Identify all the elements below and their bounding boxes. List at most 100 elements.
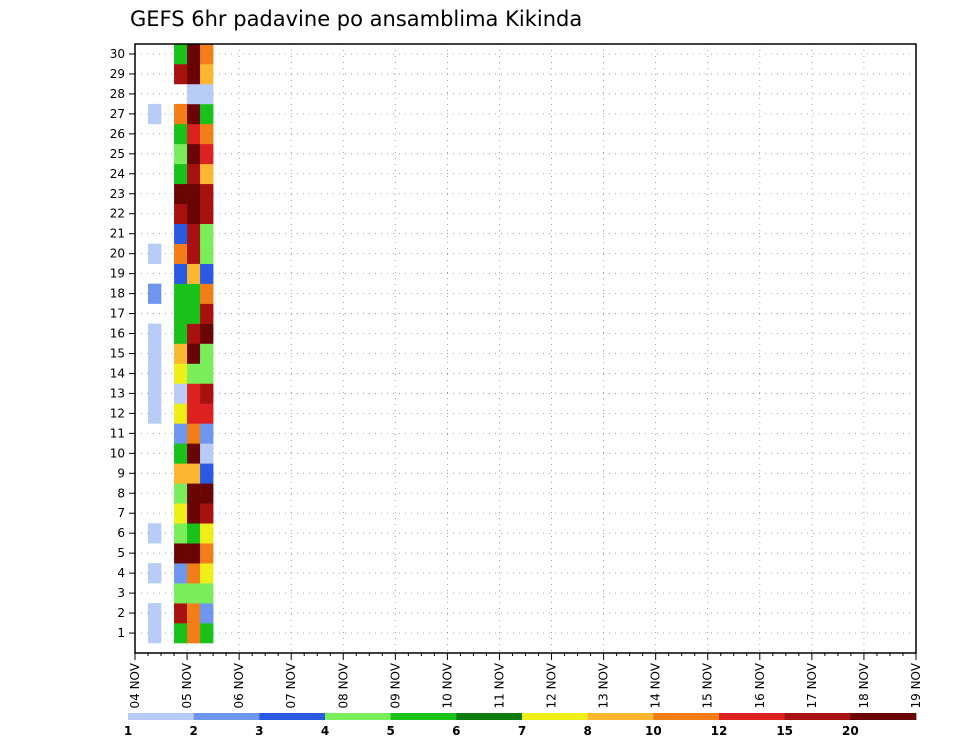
x-tick-label: 17 NOV xyxy=(805,662,819,708)
heatmap-cell xyxy=(187,423,201,444)
heatmap-cell xyxy=(187,323,201,344)
heatmap-cell xyxy=(174,363,188,384)
heatmap-cell xyxy=(187,443,201,464)
heatmap-cell xyxy=(200,303,214,324)
heatmap-cell xyxy=(148,623,162,644)
y-tick-label: 3 xyxy=(117,586,125,600)
y-tick-label: 17 xyxy=(110,307,125,321)
heatmap-cell xyxy=(200,563,214,584)
heatmap-cell xyxy=(187,263,201,284)
heatmap-cell xyxy=(187,383,201,404)
heatmap-cell xyxy=(187,583,201,604)
heatmap-cell xyxy=(187,123,201,145)
x-tick-label: 05 NOV xyxy=(180,662,194,708)
heatmap-cell xyxy=(187,623,201,644)
heatmap-cell xyxy=(174,44,188,65)
heatmap-cell xyxy=(187,363,201,384)
heatmap-cell xyxy=(148,343,162,364)
y-tick-label: 27 xyxy=(110,107,125,121)
y-tick-label: 26 xyxy=(110,127,125,141)
heatmap-cell xyxy=(187,403,201,424)
y-tick-label: 24 xyxy=(110,167,125,181)
heatmap-cell xyxy=(187,523,201,544)
heatmap-cell xyxy=(200,543,214,564)
heatmap-cell xyxy=(148,523,162,544)
heatmap-cell xyxy=(200,283,214,304)
x-tick-label: 13 NOV xyxy=(597,662,611,708)
heatmap-cell xyxy=(200,363,214,384)
heatmap-cell xyxy=(200,603,214,624)
heatmap-cell xyxy=(174,403,188,424)
heatmap-cell xyxy=(200,123,214,145)
x-tick-label: 07 NOV xyxy=(284,662,298,708)
heatmap-cell xyxy=(174,563,188,584)
heatmap-cell xyxy=(200,83,214,105)
heatmap-cell xyxy=(174,343,188,364)
heatmap-cell xyxy=(187,44,201,65)
heatmap-cell xyxy=(200,243,214,264)
chart-title: GEFS 6hr padavine po ansamblima Kikinda xyxy=(130,7,582,31)
colorbar-tick-label: 10 xyxy=(645,724,662,738)
heatmap-cell xyxy=(174,423,188,444)
y-tick-label: 5 xyxy=(117,546,125,560)
heatmap-cell xyxy=(174,243,188,264)
colorbar-tick-label: 2 xyxy=(189,724,197,738)
x-tick-label: 04 NOV xyxy=(128,662,142,708)
heatmap-cell xyxy=(200,443,214,464)
heatmap-cell xyxy=(200,163,214,185)
heatmap-cell xyxy=(174,523,188,544)
heatmap-cell xyxy=(200,44,214,65)
heatmap-cell xyxy=(174,283,188,304)
heatmap-cell xyxy=(200,63,214,85)
heatmap-cell xyxy=(187,63,201,85)
x-tick-label: 19 NOV xyxy=(909,662,923,708)
heatmap-cell xyxy=(187,503,201,524)
y-tick-label: 20 xyxy=(110,247,125,261)
heatmap-cell xyxy=(174,63,188,85)
heatmap-cell xyxy=(200,503,214,524)
heatmap-cell xyxy=(187,463,201,484)
y-tick-label: 29 xyxy=(110,67,125,81)
colorbar-swatch xyxy=(850,713,917,720)
heatmap-cell xyxy=(200,143,214,165)
heatmap-cell xyxy=(187,603,201,624)
heatmap-cell xyxy=(200,343,214,364)
y-tick-label: 2 xyxy=(117,606,125,620)
colorbar-swatch xyxy=(390,713,457,720)
heatmap-cell xyxy=(187,543,201,564)
x-tick-label: 11 NOV xyxy=(492,662,506,708)
x-tick-label: 12 NOV xyxy=(545,662,559,708)
heatmap-cell xyxy=(200,383,214,404)
colorbar-swatch xyxy=(653,713,720,720)
colorbar-tick-label: 6 xyxy=(452,724,460,738)
heatmap-cell xyxy=(148,283,162,304)
heatmap-cell xyxy=(200,403,214,424)
colorbar-tick-label: 5 xyxy=(386,724,394,738)
heatmap-cell xyxy=(174,203,188,225)
x-axis-ticks: 04 NOV 05 NOV 06 NOV 07 NOV 08 NOV 09 NOV 10 N… xyxy=(128,653,923,709)
colorbar-tick-label: 3 xyxy=(255,724,263,738)
heatmap-cells xyxy=(148,44,214,644)
heatmap-cell xyxy=(174,443,188,464)
heatmap-cell xyxy=(187,283,201,304)
y-tick-label: 28 xyxy=(110,87,125,101)
y-tick-label: 12 xyxy=(110,406,125,420)
y-tick-label: 4 xyxy=(117,566,125,580)
colorbar-tick-label: 15 xyxy=(776,724,793,738)
y-tick-label: 11 xyxy=(110,426,125,440)
heatmap-cell xyxy=(174,383,188,404)
colorbar-swatch xyxy=(522,713,589,720)
heatmap-cell xyxy=(148,383,162,404)
y-tick-label: 13 xyxy=(110,386,125,400)
colorbar-tick-label: 8 xyxy=(583,724,591,738)
heatmap-cell xyxy=(174,543,188,564)
colorbar-swatch xyxy=(325,713,392,720)
heatmap-cell xyxy=(174,143,188,165)
heatmap-cell xyxy=(174,503,188,524)
heatmap-cell xyxy=(187,163,201,185)
heatmap-cell xyxy=(187,83,201,105)
heatmap-cell xyxy=(174,183,188,205)
heatmap-cell xyxy=(187,243,201,264)
x-tick-label: 18 NOV xyxy=(857,662,871,708)
